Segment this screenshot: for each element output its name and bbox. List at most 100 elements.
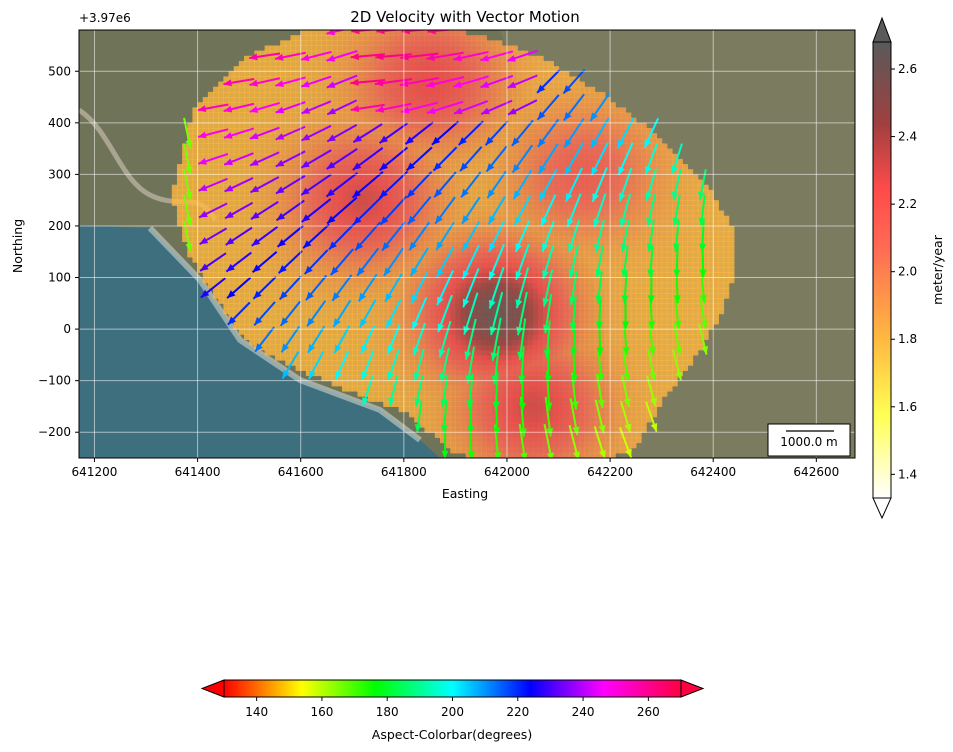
velocity-cell: [331, 210, 338, 217]
velocity-cell: [548, 231, 554, 237]
velocity-cell: [470, 339, 477, 346]
velocity-cell: [465, 287, 472, 294]
velocity-cell: [228, 246, 235, 253]
velocity-cell: [274, 169, 281, 175]
velocity-cell: [285, 122, 292, 129]
velocity-cell: [481, 35, 487, 41]
velocity-cell: [445, 210, 451, 217]
velocity-cell: [238, 210, 245, 217]
velocity-cell: [372, 292, 379, 299]
velocity-cell: [429, 380, 436, 387]
velocity-cell: [476, 365, 482, 371]
velocity-cell: [398, 236, 405, 243]
velocity-cell: [455, 127, 462, 134]
velocity-cell: [300, 287, 307, 294]
velocity-cell: [259, 50, 266, 57]
velocity-cell: [311, 225, 317, 232]
velocity-cell: [280, 127, 286, 134]
velocity-cell: [372, 246, 379, 253]
velocity-cell: [341, 318, 348, 325]
velocity-cell: [311, 205, 317, 212]
velocity-cell: [470, 298, 477, 304]
velocity-cell: [491, 45, 498, 52]
velocity-cell: [460, 117, 467, 124]
velocity-cell: [233, 164, 240, 170]
velocity-cell: [414, 277, 420, 284]
velocity-cell: [207, 241, 214, 248]
velocity-cell: [486, 231, 493, 237]
velocity-cell: [357, 282, 364, 289]
velocity-cell: [450, 215, 456, 222]
velocity-cell: [414, 215, 420, 222]
velocity-cell: [336, 267, 343, 273]
velocity-cell: [460, 60, 467, 67]
velocity-cell: [445, 138, 451, 145]
velocity-cell: [537, 339, 544, 346]
velocity-cell: [341, 303, 348, 310]
velocity-cell: [254, 86, 261, 93]
velocity-cell: [352, 349, 359, 356]
velocity-cell: [316, 164, 322, 170]
velocity-cell: [388, 267, 395, 273]
velocity-cell: [491, 287, 498, 294]
velocity-cell: [280, 189, 286, 196]
velocity-cell: [398, 215, 405, 222]
velocity-cell: [388, 251, 395, 258]
velocity-cell: [470, 195, 477, 201]
velocity-cell: [264, 262, 271, 268]
velocity-cell: [223, 195, 230, 201]
velocity-cell: [527, 86, 534, 93]
velocity-cell: [445, 45, 451, 52]
velocity-cell: [372, 91, 379, 98]
velocity-cell: [341, 267, 348, 273]
velocity-cell: [408, 287, 415, 294]
velocity-cell: [352, 272, 359, 279]
velocity-cell: [378, 344, 384, 351]
velocity-cell: [305, 30, 312, 36]
velocity-cell: [455, 153, 462, 160]
velocity-cell: [476, 262, 482, 268]
velocity-cell: [476, 442, 482, 449]
velocity-cell: [434, 30, 441, 36]
velocity-cell: [548, 396, 554, 402]
velocity-cell: [455, 298, 462, 304]
velocity-cell: [388, 97, 395, 103]
velocity-cell: [532, 447, 539, 454]
velocity-cell: [197, 143, 204, 150]
velocity-cell: [378, 225, 384, 232]
velocity-cell: [311, 251, 317, 258]
velocity-cell: [501, 138, 508, 145]
velocity-cell: [532, 205, 539, 212]
velocity-cell: [445, 133, 451, 139]
velocity-cell: [290, 349, 297, 356]
velocity-cell: [419, 282, 426, 289]
velocity-cell: [491, 360, 498, 366]
velocity-cell: [311, 200, 317, 206]
velocity-cell: [290, 344, 297, 351]
velocity-cell: [553, 164, 560, 170]
velocity-cell: [522, 97, 529, 103]
velocity-cell: [347, 102, 353, 108]
velocity-cell: [450, 272, 456, 279]
velocity-cell: [455, 102, 462, 108]
velocity-cell: [274, 45, 281, 52]
velocity-cell: [347, 97, 353, 103]
velocity-cell: [491, 452, 498, 458]
velocity-cell: [506, 241, 513, 248]
velocity-cell: [207, 215, 214, 222]
velocity-cell: [305, 313, 312, 320]
velocity-cell: [491, 251, 498, 258]
velocity-cell: [445, 184, 451, 191]
velocity-cell: [424, 360, 431, 366]
velocity-cell: [527, 117, 534, 124]
velocity-cell: [548, 189, 554, 196]
velocity-cell: [419, 215, 426, 222]
velocity-cell: [445, 339, 451, 346]
velocity-cell: [280, 231, 286, 237]
velocity-cell: [424, 195, 431, 201]
velocity-cell: [311, 349, 317, 356]
velocity-cell: [403, 267, 410, 273]
velocity-cell: [243, 308, 250, 315]
velocity-cell: [439, 30, 446, 36]
velocity-cell: [476, 370, 482, 377]
